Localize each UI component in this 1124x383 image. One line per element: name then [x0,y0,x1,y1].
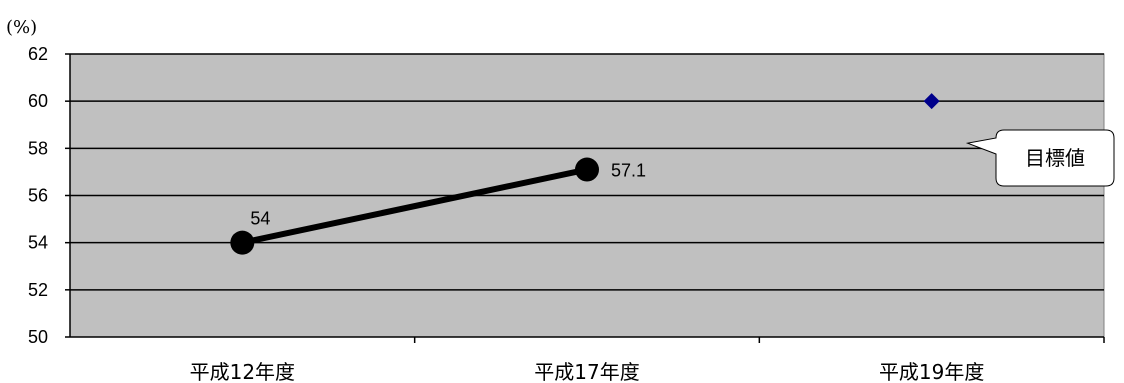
target-callout-bubble [965,129,1115,187]
data-point [575,157,599,182]
x-category-label: 平成17年度 [534,360,639,383]
data-point [230,230,255,255]
data-label: 54 [250,209,270,229]
y-tick-label: 56 [28,186,48,206]
y-tick-label: 54 [28,233,48,253]
series-line [241,166,588,246]
y-unit-label: (%) [6,17,37,38]
y-tick-label: 58 [28,138,48,158]
y-tick-label: 50 [28,327,48,347]
target-marker [923,93,940,110]
target-callout-label: 目標値 [1025,146,1085,170]
y-axis-ticks: 50 52 54 56 58 60 62 [28,44,70,347]
y-tick-label: 52 [28,280,48,300]
x-category-label: 平成19年度 [879,360,984,383]
x-axis-labels: 平成12年度 平成17年度 平成19年度 [190,360,985,383]
x-category-label: 平成12年度 [190,360,295,383]
y-tick-label: 60 [28,91,48,111]
series-group: 54 57.1 [230,157,646,255]
data-label: 57.1 [611,161,646,181]
target-group: 目標値 [923,93,1115,187]
y-tick-label: 62 [28,44,48,64]
